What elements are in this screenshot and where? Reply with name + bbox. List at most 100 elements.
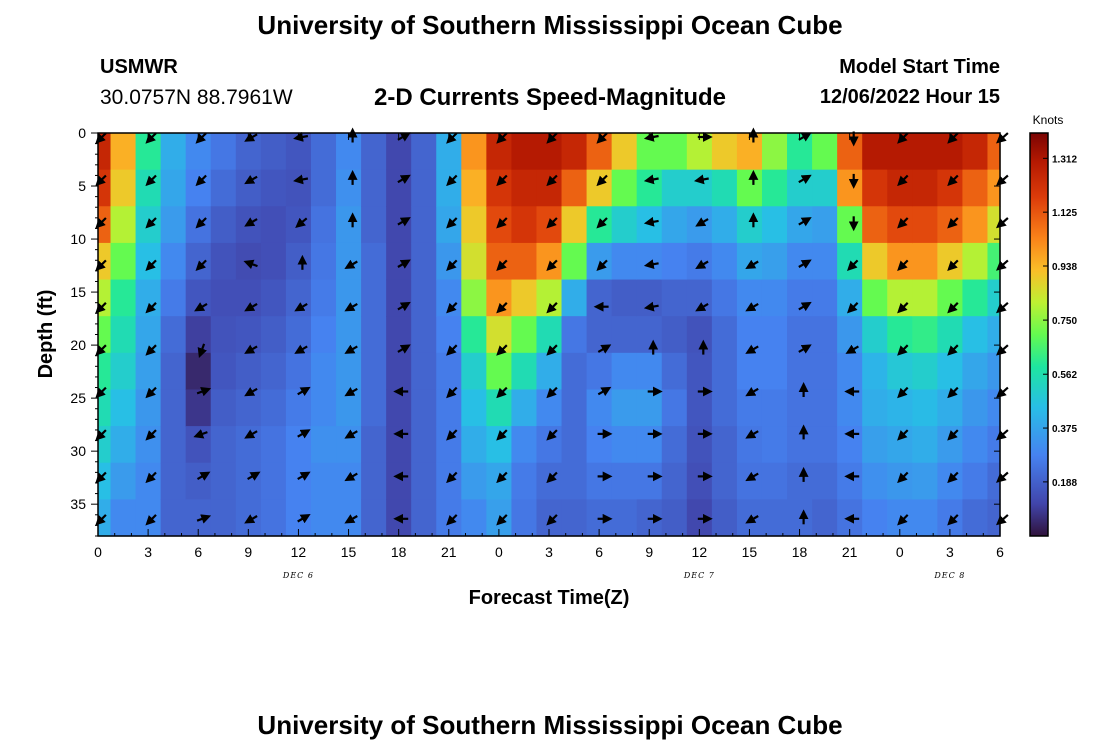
current-vector — [244, 302, 258, 312]
heatmap-cell — [937, 316, 964, 354]
heatmap-cell — [787, 316, 813, 354]
heatmap-cell — [511, 316, 538, 354]
current-vector — [496, 344, 508, 356]
heatmap-cell — [962, 206, 989, 244]
heatmap-cell — [235, 316, 262, 354]
current-vector — [798, 132, 812, 142]
current-speed-chart: 0 3 6 9 12 15 18 21 0 3 6 9 12 15 18 21 0 3 6 0 5 10 15 20 25 30 3… — [35, 113, 1077, 609]
heatmap-cell — [160, 206, 187, 244]
heatmap-cell — [611, 242, 638, 281]
heatmap-cell — [812, 462, 838, 500]
heatmap-cell — [160, 133, 187, 171]
current-vector — [897, 429, 909, 441]
heatmap-cell — [987, 389, 1001, 427]
heatmap-cell — [411, 426, 437, 464]
heatmap-cell — [862, 499, 888, 537]
current-vector — [845, 344, 859, 354]
heatmap-cell — [661, 279, 688, 317]
heatmap-cell — [210, 242, 237, 281]
heatmap-cell — [987, 206, 1001, 244]
heatmap-cell — [486, 426, 513, 464]
heatmap-cell — [235, 352, 262, 391]
x-tick-label: 3 — [545, 544, 553, 560]
heatmap-cell — [636, 352, 663, 391]
heatmap-cell — [285, 389, 312, 427]
x-tick-label: 3 — [946, 544, 954, 560]
heatmap-cell — [736, 169, 763, 207]
heatmap-cell — [561, 133, 588, 171]
heatmap-cell — [461, 426, 487, 464]
heatmap-cell — [736, 426, 763, 464]
heatmap-cell — [611, 389, 638, 427]
heatmap-cell — [110, 206, 137, 244]
current-vector — [344, 387, 358, 397]
heatmap-cell — [285, 316, 312, 354]
current-vector — [244, 174, 258, 185]
heatmap-cell — [862, 279, 888, 317]
heatmap-cell — [110, 133, 137, 171]
colorbar-tick-label: 0.750 — [1052, 316, 1077, 327]
heatmap-cell — [160, 499, 187, 537]
heatmap-cell — [812, 242, 838, 281]
heatmap-cell — [912, 426, 938, 464]
heatmap-cell — [98, 169, 112, 207]
heatmap-cell — [260, 242, 287, 281]
x-tick-label: 0 — [94, 544, 102, 560]
heatmap-cell — [761, 169, 788, 207]
current-vector — [947, 259, 959, 272]
heatmap-cell — [386, 352, 412, 391]
heatmap-cell — [736, 352, 763, 391]
heatmap-cell — [135, 169, 162, 207]
colorbar-tick-label: 0.562 — [1052, 370, 1077, 381]
heatmap-cell — [336, 279, 362, 317]
heatmap-cell — [361, 389, 387, 427]
current-vector — [643, 259, 659, 270]
heatmap-cell — [110, 279, 137, 317]
heatmap-cell — [736, 242, 763, 281]
heatmap-cell — [210, 279, 237, 317]
current-vector — [145, 132, 157, 144]
heatmap-cell — [310, 316, 337, 354]
current-vector — [145, 471, 157, 484]
heatmap-cell — [411, 352, 437, 391]
current-vector — [695, 302, 709, 312]
heatmap-cell — [561, 426, 588, 464]
heatmap-cell — [336, 389, 362, 427]
heatmap-cell — [661, 169, 688, 207]
current-vector — [244, 344, 258, 354]
heatmap-cell — [661, 426, 688, 464]
current-vector — [496, 259, 508, 272]
heatmap-cell — [98, 279, 112, 317]
heatmap-cell — [185, 316, 212, 354]
current-vector — [496, 217, 508, 229]
heatmap-cell — [486, 462, 513, 500]
current-vector — [947, 514, 959, 526]
x-tick-label: 0 — [896, 544, 904, 560]
current-vector — [446, 217, 458, 229]
heatmap-cell — [235, 426, 262, 464]
heatmap-cell — [260, 426, 287, 464]
y-tick-label: 5 — [78, 178, 86, 194]
heatmap-cell — [511, 499, 538, 537]
heatmap-cell — [862, 352, 888, 391]
current-vector — [344, 471, 358, 482]
heatmap-cell — [461, 133, 487, 171]
heatmap-cell — [761, 316, 788, 354]
heatmap-cell — [461, 352, 487, 391]
heatmap-cell — [160, 279, 187, 317]
current-vector — [745, 471, 759, 482]
current-vector — [293, 174, 309, 185]
heatmap-cell — [962, 352, 989, 391]
heatmap-cell — [98, 352, 112, 391]
heatmap-cell — [611, 352, 638, 391]
current-vector — [397, 344, 411, 354]
heatmap-cell — [812, 499, 838, 537]
heatmap-cell — [361, 279, 387, 317]
colorbar-tick-label: 0.375 — [1052, 424, 1077, 435]
y-tick-label: 10 — [70, 231, 86, 247]
day-label: DEC 8 — [933, 571, 965, 580]
heatmap-cell — [912, 499, 938, 537]
heatmap-cell — [511, 462, 538, 500]
heatmap-cell — [661, 499, 688, 537]
heatmap-cell — [310, 352, 337, 391]
